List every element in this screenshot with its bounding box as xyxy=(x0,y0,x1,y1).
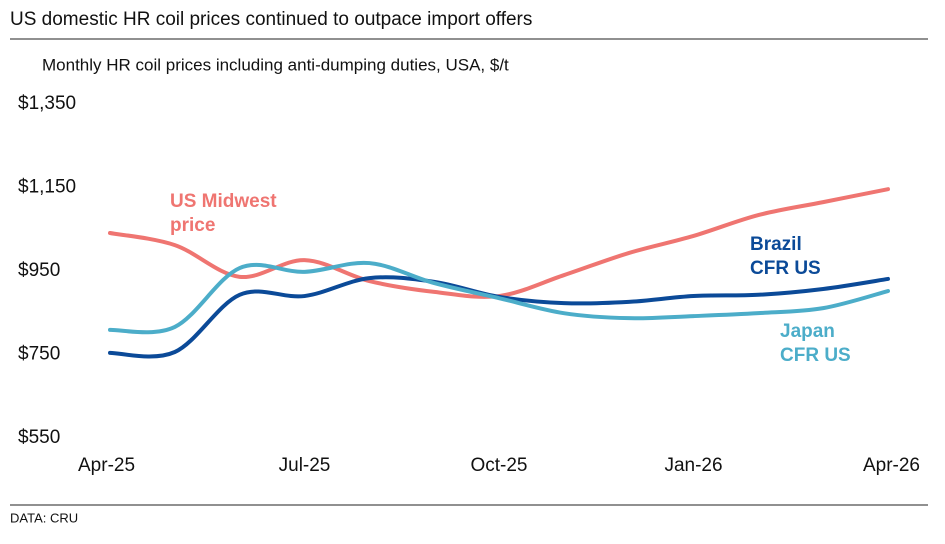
y-tick-label: $1,350 xyxy=(18,93,76,114)
y-tick-label: $750 xyxy=(18,344,60,365)
y-tick-label: $1,150 xyxy=(18,177,76,198)
y-tick-label: $950 xyxy=(18,260,60,281)
series-label: Brazil CFR US xyxy=(750,234,821,279)
chart-title: US domestic HR coil prices continued to … xyxy=(10,9,532,30)
series-label: US Midwest price xyxy=(170,191,277,236)
x-tick-label: Jul-25 xyxy=(279,455,331,476)
x-tick-label: Jan-26 xyxy=(664,455,722,476)
y-tick-label: $550 xyxy=(18,427,60,448)
chart-subtitle: Monthly HR coil prices including anti-du… xyxy=(42,55,509,74)
x-tick-label: Apr-26 xyxy=(863,455,920,476)
x-tick-label: Apr-25 xyxy=(78,455,135,476)
source: DATA: CRU xyxy=(10,510,78,525)
series-label: Japan CFR US xyxy=(780,321,851,366)
series-line xyxy=(108,260,890,335)
series-line xyxy=(108,275,890,359)
x-tick-label: Oct-25 xyxy=(470,455,527,476)
